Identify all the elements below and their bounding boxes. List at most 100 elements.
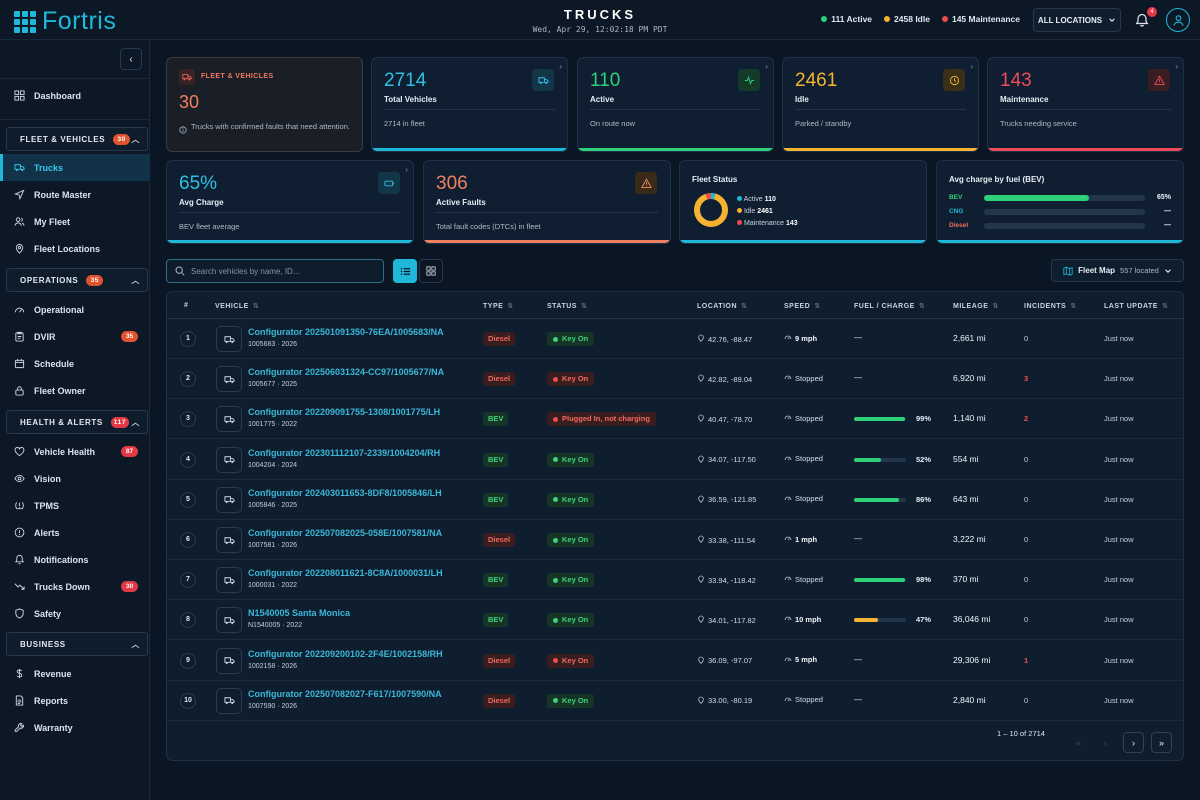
- fleet-map-button[interactable]: Fleet Map 557 located: [1051, 259, 1184, 282]
- vehicle-id-year: 1005846 · 2025: [248, 501, 298, 509]
- col-last-update[interactable]: LAST UPDATE ⇅: [1104, 302, 1168, 310]
- location-cell: 33.38, -111.54: [697, 535, 755, 545]
- map-pin-icon: [697, 696, 705, 706]
- nav-warranty[interactable]: Warranty: [0, 714, 150, 741]
- nav-notifications[interactable]: Notifications: [0, 546, 150, 573]
- prev-page-button[interactable]: ‹: [1095, 732, 1116, 753]
- vehicle-name-link[interactable]: Configurator 202209200102-2F4E/1002158/R…: [248, 648, 443, 659]
- incidents-value: 1: [1024, 655, 1029, 665]
- nav-trucks-down[interactable]: Trucks Down 30: [0, 573, 150, 600]
- collapse-sidebar-button[interactable]: ‹: [120, 48, 142, 70]
- card-avg-charge[interactable]: › 65% Avg Charge BEV fleet average: [166, 160, 414, 244]
- list-view-button[interactable]: [393, 259, 417, 283]
- user-icon: [1172, 14, 1184, 26]
- charge-percent: 98%: [916, 575, 932, 585]
- card-active[interactable]: › 110 Active On route now: [577, 57, 774, 152]
- nav-revenue[interactable]: Revenue: [0, 660, 150, 687]
- section-operations[interactable]: OPERATIONS 35 ︿: [6, 268, 148, 292]
- last-update-value: Just now: [1104, 494, 1134, 504]
- card-maintenance[interactable]: › 143 Maintenance Trucks needing service: [987, 57, 1184, 152]
- col-label: INCIDENTS: [1024, 303, 1067, 310]
- search-input[interactable]: Search vehicles by name, ID...: [166, 259, 384, 283]
- vehicle-name-link[interactable]: Configurator 202507082025-058E/1007581/N…: [248, 528, 443, 538]
- status-badge: Key On: [547, 372, 595, 387]
- vehicle-name-link[interactable]: Configurator 202403011653-8DF8/1005846/L…: [248, 487, 442, 498]
- nav-schedule[interactable]: Schedule: [0, 350, 150, 377]
- status-dot-icon: [553, 497, 558, 503]
- vehicle-name-link[interactable]: Configurator 202507082027-F617/1007590/N…: [248, 688, 442, 699]
- nav-dvir[interactable]: DVIR 35: [0, 323, 150, 350]
- col-location[interactable]: LOCATION ⇅: [697, 302, 747, 310]
- nav-my-fleet[interactable]: My Fleet: [0, 208, 150, 235]
- nav-dashboard[interactable]: Dashboard: [0, 82, 150, 109]
- speed-cell: 1 mph: [784, 534, 817, 544]
- grid-view-button[interactable]: [419, 259, 443, 283]
- first-page-button[interactable]: «: [1068, 732, 1089, 753]
- table-row[interactable]: 6 Configurator 202507082025-058E/1007581/…: [167, 520, 1183, 560]
- card-idle[interactable]: › 2461 Idle Parked / standby: [782, 57, 979, 152]
- table-row[interactable]: 10 Configurator 202507082027-F617/1007590…: [167, 681, 1183, 721]
- accent-bar: [424, 240, 670, 243]
- col-fuel-charge[interactable]: FUEL / CHARGE ⇅: [854, 302, 925, 310]
- truck-icon: [216, 687, 242, 714]
- table-row[interactable]: 9 Configurator 202209200102-2F4E/1002158/…: [167, 641, 1183, 681]
- nav-reports[interactable]: Reports: [0, 687, 150, 714]
- sort-icon: ⇅: [1161, 303, 1169, 310]
- vehicle-name-link[interactable]: Configurator 202301112107-2339/1004204/R…: [248, 447, 441, 458]
- card-sub: Trucks needing service: [1000, 119, 1077, 128]
- nav-alerts[interactable]: Alerts: [0, 519, 150, 546]
- table-row[interactable]: 2 Configurator 202506031324-CC97/1005677/…: [167, 359, 1183, 400]
- location-value: 34.07, -117.50: [708, 455, 756, 465]
- location-dropdown[interactable]: ALL LOCATIONS: [1033, 8, 1121, 32]
- table-row[interactable]: 5 Configurator 202403011653-8DF8/1005846/…: [167, 480, 1183, 520]
- table-row[interactable]: 1 Configurator 202501091350-76EA/1005683/…: [167, 319, 1183, 359]
- col-speed[interactable]: SPEED ⇅: [784, 302, 821, 310]
- col-incidents[interactable]: INCIDENTS ⇅: [1024, 302, 1077, 310]
- speed-cell: Stopped: [784, 494, 823, 504]
- table-row[interactable]: 8 N1540005 Santa Monica N1540005 · 2022 BEV…: [167, 600, 1183, 641]
- nav-fleet-owner[interactable]: Fleet Owner: [0, 377, 150, 404]
- next-page-button[interactable]: ›: [1123, 732, 1144, 753]
- nav-fleet-locations[interactable]: Fleet Locations: [0, 235, 150, 262]
- last-page-button[interactable]: »: [1151, 732, 1172, 753]
- card-fleet-vehicles[interactable]: FLEET & VEHICLES 30 Trucks with confirme…: [166, 57, 363, 152]
- nav-route-master[interactable]: Route Master: [0, 181, 150, 208]
- status-label: Plugged In, not charging: [562, 414, 650, 424]
- sort-icon: ⇅: [507, 303, 514, 310]
- vehicle-name-link[interactable]: Configurator 202506031324-CC97/1005677/N…: [248, 367, 445, 378]
- status-label: Key On: [562, 695, 589, 705]
- table-row[interactable]: 7 Configurator 202208011621-8C8A/1000031/…: [167, 560, 1183, 601]
- user-avatar-button[interactable]: [1166, 8, 1190, 32]
- nav-trucks[interactable]: Trucks: [0, 154, 150, 181]
- section-health-alerts[interactable]: HEALTH & ALERTS 117 ︿: [6, 410, 148, 434]
- nav-tpms[interactable]: TPMS: [0, 492, 150, 519]
- col-type[interactable]: TYPE ⇅: [483, 302, 514, 310]
- vehicle-name-link[interactable]: N1540005 Santa Monica: [248, 608, 351, 619]
- table-row[interactable]: 4 Configurator 202301112107-2339/1004204/…: [167, 440, 1183, 480]
- table-row[interactable]: 3 Configurator 202209091755-1308/1001775/…: [167, 399, 1183, 440]
- nav-operational[interactable]: Operational: [0, 296, 150, 323]
- card-total-vehicles[interactable]: › 2714 Total Vehicles 2714 in fleet: [371, 57, 568, 152]
- card-active-faults[interactable]: 306 Active Faults Total fault codes (DTC…: [423, 160, 671, 244]
- col-vehicle[interactable]: VEHICLE ⇅: [215, 302, 259, 310]
- mileage-value: 6,920 mi: [953, 373, 986, 384]
- col-status[interactable]: STATUS ⇅: [547, 302, 587, 310]
- last-update-value: Just now: [1104, 454, 1134, 464]
- section-business[interactable]: BUSINESS ︿: [6, 632, 148, 656]
- vehicle-name-link[interactable]: Configurator 202501091350-76EA/1005683/N…: [248, 327, 444, 337]
- charge-bar: [854, 578, 906, 583]
- brand-logo[interactable]: Fortris: [14, 7, 116, 36]
- card-value: 65%: [179, 173, 218, 194]
- nav-safety[interactable]: Safety: [0, 600, 150, 627]
- last-update-value: Just now: [1104, 575, 1134, 585]
- section-fleet-vehicles[interactable]: FLEET & VEHICLES 30 ︿: [6, 127, 148, 151]
- speed-cell: Stopped: [784, 454, 823, 464]
- vehicle-name-link[interactable]: Configurator 202208011621-8C8A/1000031/L…: [248, 568, 443, 579]
- nav-vehicle-health[interactable]: Vehicle Health 87: [0, 438, 150, 465]
- vehicle-name-link[interactable]: Configurator 202209091755-1308/1001775/L…: [248, 407, 441, 418]
- nav-vision[interactable]: Vision: [0, 465, 150, 492]
- charge-bar: [854, 497, 906, 502]
- col-mileage[interactable]: MILEAGE ⇅: [953, 302, 999, 310]
- legend-dot-icon: [737, 208, 742, 213]
- bell-icon[interactable]: [1134, 12, 1150, 28]
